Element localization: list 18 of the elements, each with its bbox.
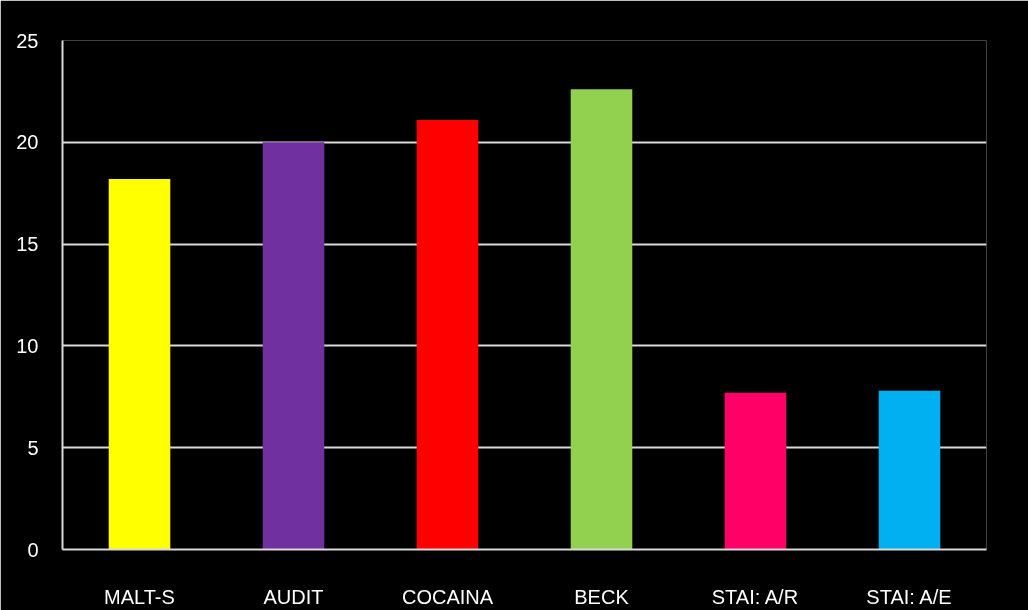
x-tick-label: AUDIT [263,585,324,608]
x-tick-label: MALT-S [104,585,175,608]
y-tick-label: 10 [16,334,39,357]
bar [570,89,633,550]
x-tick-label: STAI: A/R [711,585,799,608]
y-tick-label: 15 [16,233,39,256]
bar [878,390,941,550]
bar [724,392,787,550]
y-tick-label: 0 [27,538,39,561]
y-tick-label: 20 [16,131,39,154]
x-tick-label: COCAINA [401,585,494,608]
x-tick-label: BECK [574,585,630,608]
bar [108,178,171,550]
bar [416,119,479,550]
y-tick-label: 5 [27,436,39,459]
x-tick-label: STAI: A/E [866,585,952,608]
bar [262,142,325,550]
y-tick-label: 25 [16,29,39,52]
